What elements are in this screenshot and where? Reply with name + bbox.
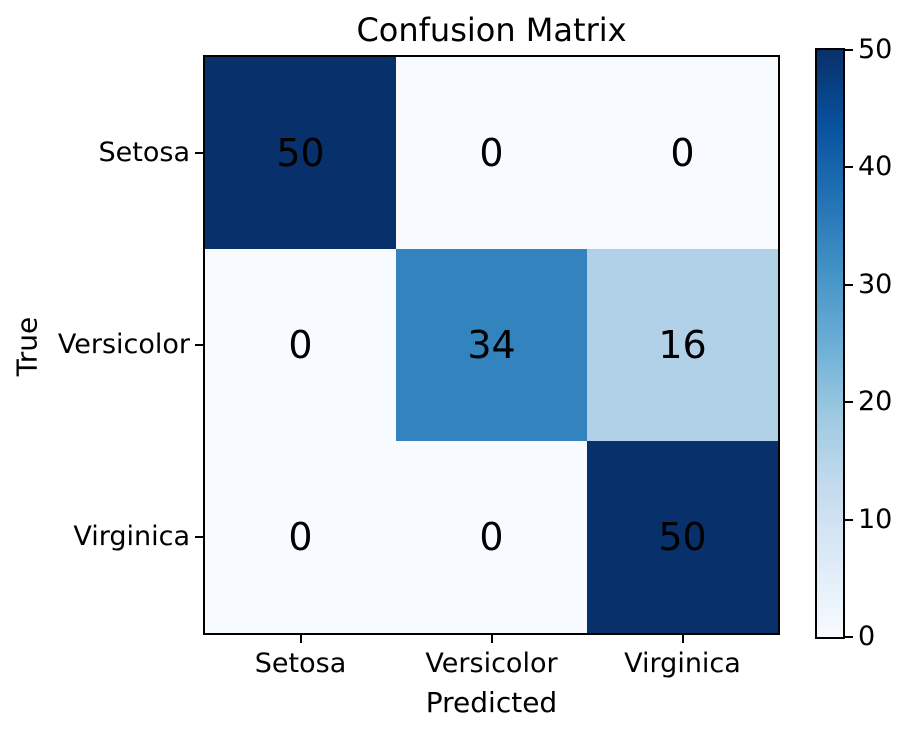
cell-value: 0 — [479, 131, 504, 175]
colorbar-tick-label: 40 — [858, 151, 893, 183]
heatmap-cell: 0 — [396, 441, 587, 633]
colorbar-tick-label: 30 — [858, 268, 893, 300]
heatmap-cell: 50 — [587, 441, 778, 633]
colorbar-tick-label: 10 — [858, 503, 893, 535]
y-tick-label: Setosa — [98, 137, 190, 168]
cell-value: 50 — [658, 515, 707, 559]
y-tick-label: Virginica — [73, 521, 190, 552]
heatmap-cell: 50 — [205, 57, 396, 249]
x-tick-mark — [490, 635, 493, 643]
heatmap-cell: 0 — [587, 57, 778, 249]
colorbar-tick-mark — [845, 283, 853, 286]
colorbar-gradient — [817, 50, 843, 637]
heatmap-axes: 50 0 0 0 34 16 0 0 50 — [203, 55, 780, 635]
x-tick-mark — [299, 635, 302, 643]
chart-title: Confusion Matrix — [356, 11, 627, 49]
colorbar-tick-mark — [845, 401, 853, 404]
heatmap-cell: 0 — [396, 57, 587, 249]
x-axis-label: Predicted — [425, 686, 558, 719]
cell-value: 0 — [479, 515, 504, 559]
colorbar-tick-label: 0 — [858, 621, 876, 652]
cell-value: 50 — [276, 131, 325, 175]
cell-value: 0 — [288, 323, 313, 367]
x-tick-label: Versicolor — [425, 648, 558, 679]
colorbar-tick-mark — [845, 49, 853, 51]
colorbar — [815, 48, 845, 639]
cell-value: 34 — [467, 323, 516, 367]
y-tick-mark — [195, 536, 203, 538]
heatmap-cell: 0 — [205, 249, 396, 441]
cell-value: 16 — [658, 323, 707, 367]
cell-value: 0 — [288, 515, 313, 559]
colorbar-tick-mark — [845, 518, 853, 521]
y-tick-label: Versicolor — [57, 329, 190, 360]
cell-value: 0 — [670, 131, 695, 175]
y-tick-mark — [195, 344, 203, 346]
heatmap-cell: 16 — [587, 249, 778, 441]
x-tick-label: Virginica — [624, 648, 741, 679]
colorbar-tick-mark — [845, 636, 853, 638]
heatmap-cell: 0 — [205, 441, 396, 633]
colorbar-tick-mark — [845, 166, 853, 169]
x-tick-label: Setosa — [254, 648, 347, 679]
y-tick-mark — [195, 152, 203, 154]
colorbar-tick-label: 20 — [858, 386, 893, 418]
colorbar-tick-label: 50 — [858, 34, 893, 65]
x-tick-mark — [681, 635, 684, 643]
heatmap-cell: 34 — [396, 249, 587, 441]
